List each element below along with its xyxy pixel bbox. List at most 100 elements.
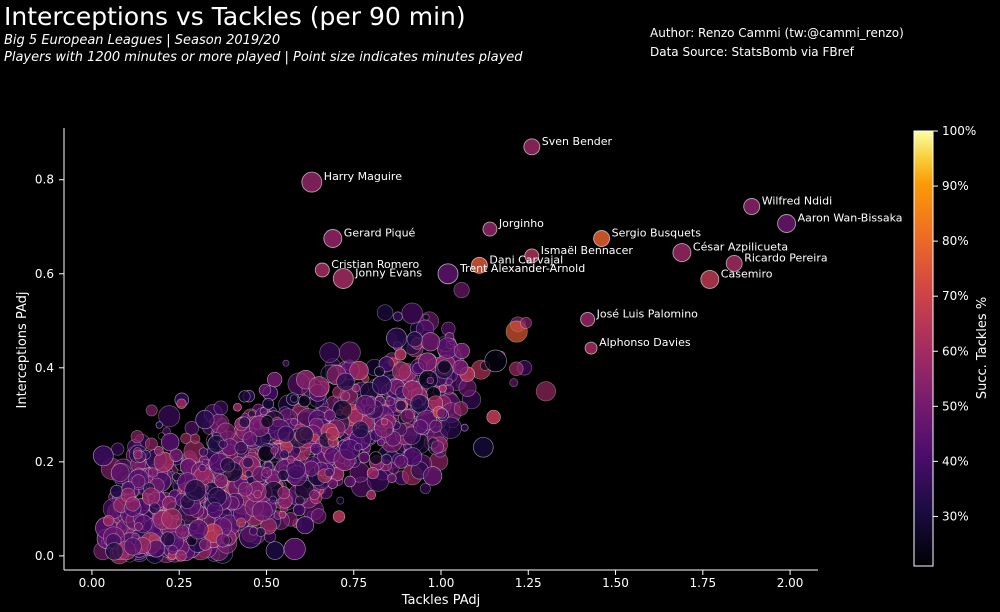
background-point bbox=[400, 408, 415, 423]
colorbar-ticks: 30% 40% 50% 60% 70% 80% 90% 100% bbox=[933, 124, 976, 523]
background-point bbox=[395, 399, 407, 412]
player-point bbox=[482, 221, 498, 237]
background-point bbox=[169, 448, 183, 462]
background-point bbox=[144, 437, 158, 451]
y-axis-ticks: 0.0 0.2 0.4 0.6 0.8 bbox=[35, 173, 64, 563]
background-point bbox=[429, 419, 443, 433]
background-point bbox=[344, 475, 356, 488]
player-label: Harry Maguire bbox=[324, 170, 402, 183]
background-point bbox=[303, 460, 320, 477]
background-point bbox=[351, 420, 370, 439]
y-tick-label: 0.6 bbox=[35, 267, 54, 281]
background-point bbox=[327, 478, 338, 489]
background-point bbox=[355, 394, 376, 416]
player-label: Casemiro bbox=[721, 267, 773, 280]
labeled-points bbox=[301, 138, 797, 355]
background-point bbox=[296, 516, 315, 535]
player-label: Jorginho bbox=[498, 217, 544, 230]
background-point bbox=[130, 430, 144, 444]
player-point bbox=[301, 171, 323, 193]
player-point bbox=[725, 254, 743, 272]
background-point bbox=[293, 503, 306, 517]
background-point bbox=[353, 442, 363, 452]
background-point bbox=[453, 401, 469, 416]
chart-subtitle-1: Big 5 European Leagues | Season 2019/20 bbox=[4, 33, 281, 48]
background-point bbox=[142, 487, 161, 506]
x-tick-label: 1.00 bbox=[428, 576, 455, 590]
player-point bbox=[323, 229, 343, 248]
background-point bbox=[436, 407, 448, 419]
player-label: Cristian Romero bbox=[331, 258, 419, 271]
background-point bbox=[277, 469, 289, 482]
background-point bbox=[147, 467, 159, 478]
background-point bbox=[437, 359, 452, 374]
player-point bbox=[777, 214, 797, 233]
background-point bbox=[340, 391, 351, 402]
background-point bbox=[184, 479, 207, 501]
background-points bbox=[92, 282, 556, 565]
background-point bbox=[105, 542, 124, 561]
background-point bbox=[213, 400, 229, 416]
background-point bbox=[509, 378, 519, 388]
player-label: Sergio Busquets bbox=[612, 227, 702, 240]
colorbar-label: Succ. Tackles % bbox=[975, 297, 990, 399]
data-source-credit: Data Source: StatsBomb via FBref bbox=[650, 45, 854, 59]
background-point bbox=[332, 510, 346, 523]
y-tick-label: 0.2 bbox=[35, 455, 54, 469]
background-point bbox=[259, 407, 268, 416]
background-point bbox=[134, 522, 143, 532]
y-tick-label: 0.0 bbox=[35, 549, 54, 563]
background-point bbox=[394, 454, 409, 469]
background-point bbox=[509, 361, 524, 377]
background-point bbox=[310, 508, 327, 524]
background-point bbox=[377, 438, 385, 447]
colorbar-tick-label: 80% bbox=[942, 234, 969, 248]
background-point bbox=[236, 517, 247, 528]
background-point bbox=[366, 467, 379, 480]
point-labels: Sven Bender Harry Maguire Wilfred Ndidi Aar… bbox=[324, 135, 903, 349]
background-point bbox=[309, 489, 320, 501]
background-point bbox=[110, 463, 130, 482]
player-label: Ricardo Pereira bbox=[744, 251, 827, 264]
player-point bbox=[470, 256, 488, 274]
background-point bbox=[160, 531, 176, 547]
background-point bbox=[198, 447, 209, 457]
background-point bbox=[238, 390, 251, 403]
background-point bbox=[238, 416, 251, 429]
background-point bbox=[184, 421, 200, 436]
background-point bbox=[406, 331, 423, 348]
background-point bbox=[283, 537, 306, 560]
player-label: César Azpilicueta bbox=[693, 241, 788, 254]
background-point bbox=[385, 396, 396, 407]
background-point bbox=[195, 410, 215, 430]
background-point bbox=[155, 421, 163, 429]
background-point bbox=[220, 457, 236, 473]
x-axis-label: Tackles PAdj bbox=[401, 593, 480, 608]
background-point bbox=[324, 468, 334, 478]
background-point bbox=[420, 332, 441, 352]
x-tick-label: 0.25 bbox=[166, 576, 193, 590]
background-point bbox=[199, 538, 212, 551]
background-point bbox=[214, 474, 229, 488]
background-point bbox=[92, 445, 114, 467]
background-point bbox=[251, 500, 273, 522]
background-point bbox=[167, 545, 178, 556]
background-point bbox=[279, 449, 290, 460]
background-point bbox=[234, 441, 248, 455]
background-point bbox=[473, 436, 494, 458]
background-point bbox=[445, 378, 453, 386]
background-point bbox=[351, 383, 361, 393]
background-point bbox=[413, 419, 428, 435]
background-point bbox=[438, 384, 447, 393]
background-point bbox=[244, 469, 253, 478]
background-point bbox=[111, 442, 125, 456]
background-point bbox=[358, 451, 370, 464]
background-point bbox=[323, 409, 336, 422]
player-point bbox=[700, 269, 720, 289]
player-point bbox=[523, 138, 541, 156]
background-point bbox=[175, 524, 190, 539]
author-credit: Author: Renzo Cammi (tw:@cammi_renzo) bbox=[650, 26, 904, 40]
background-point bbox=[410, 394, 429, 413]
player-point bbox=[672, 243, 692, 263]
chart-subtitle-2: Players with 1200 minutes or more played… bbox=[4, 50, 523, 65]
